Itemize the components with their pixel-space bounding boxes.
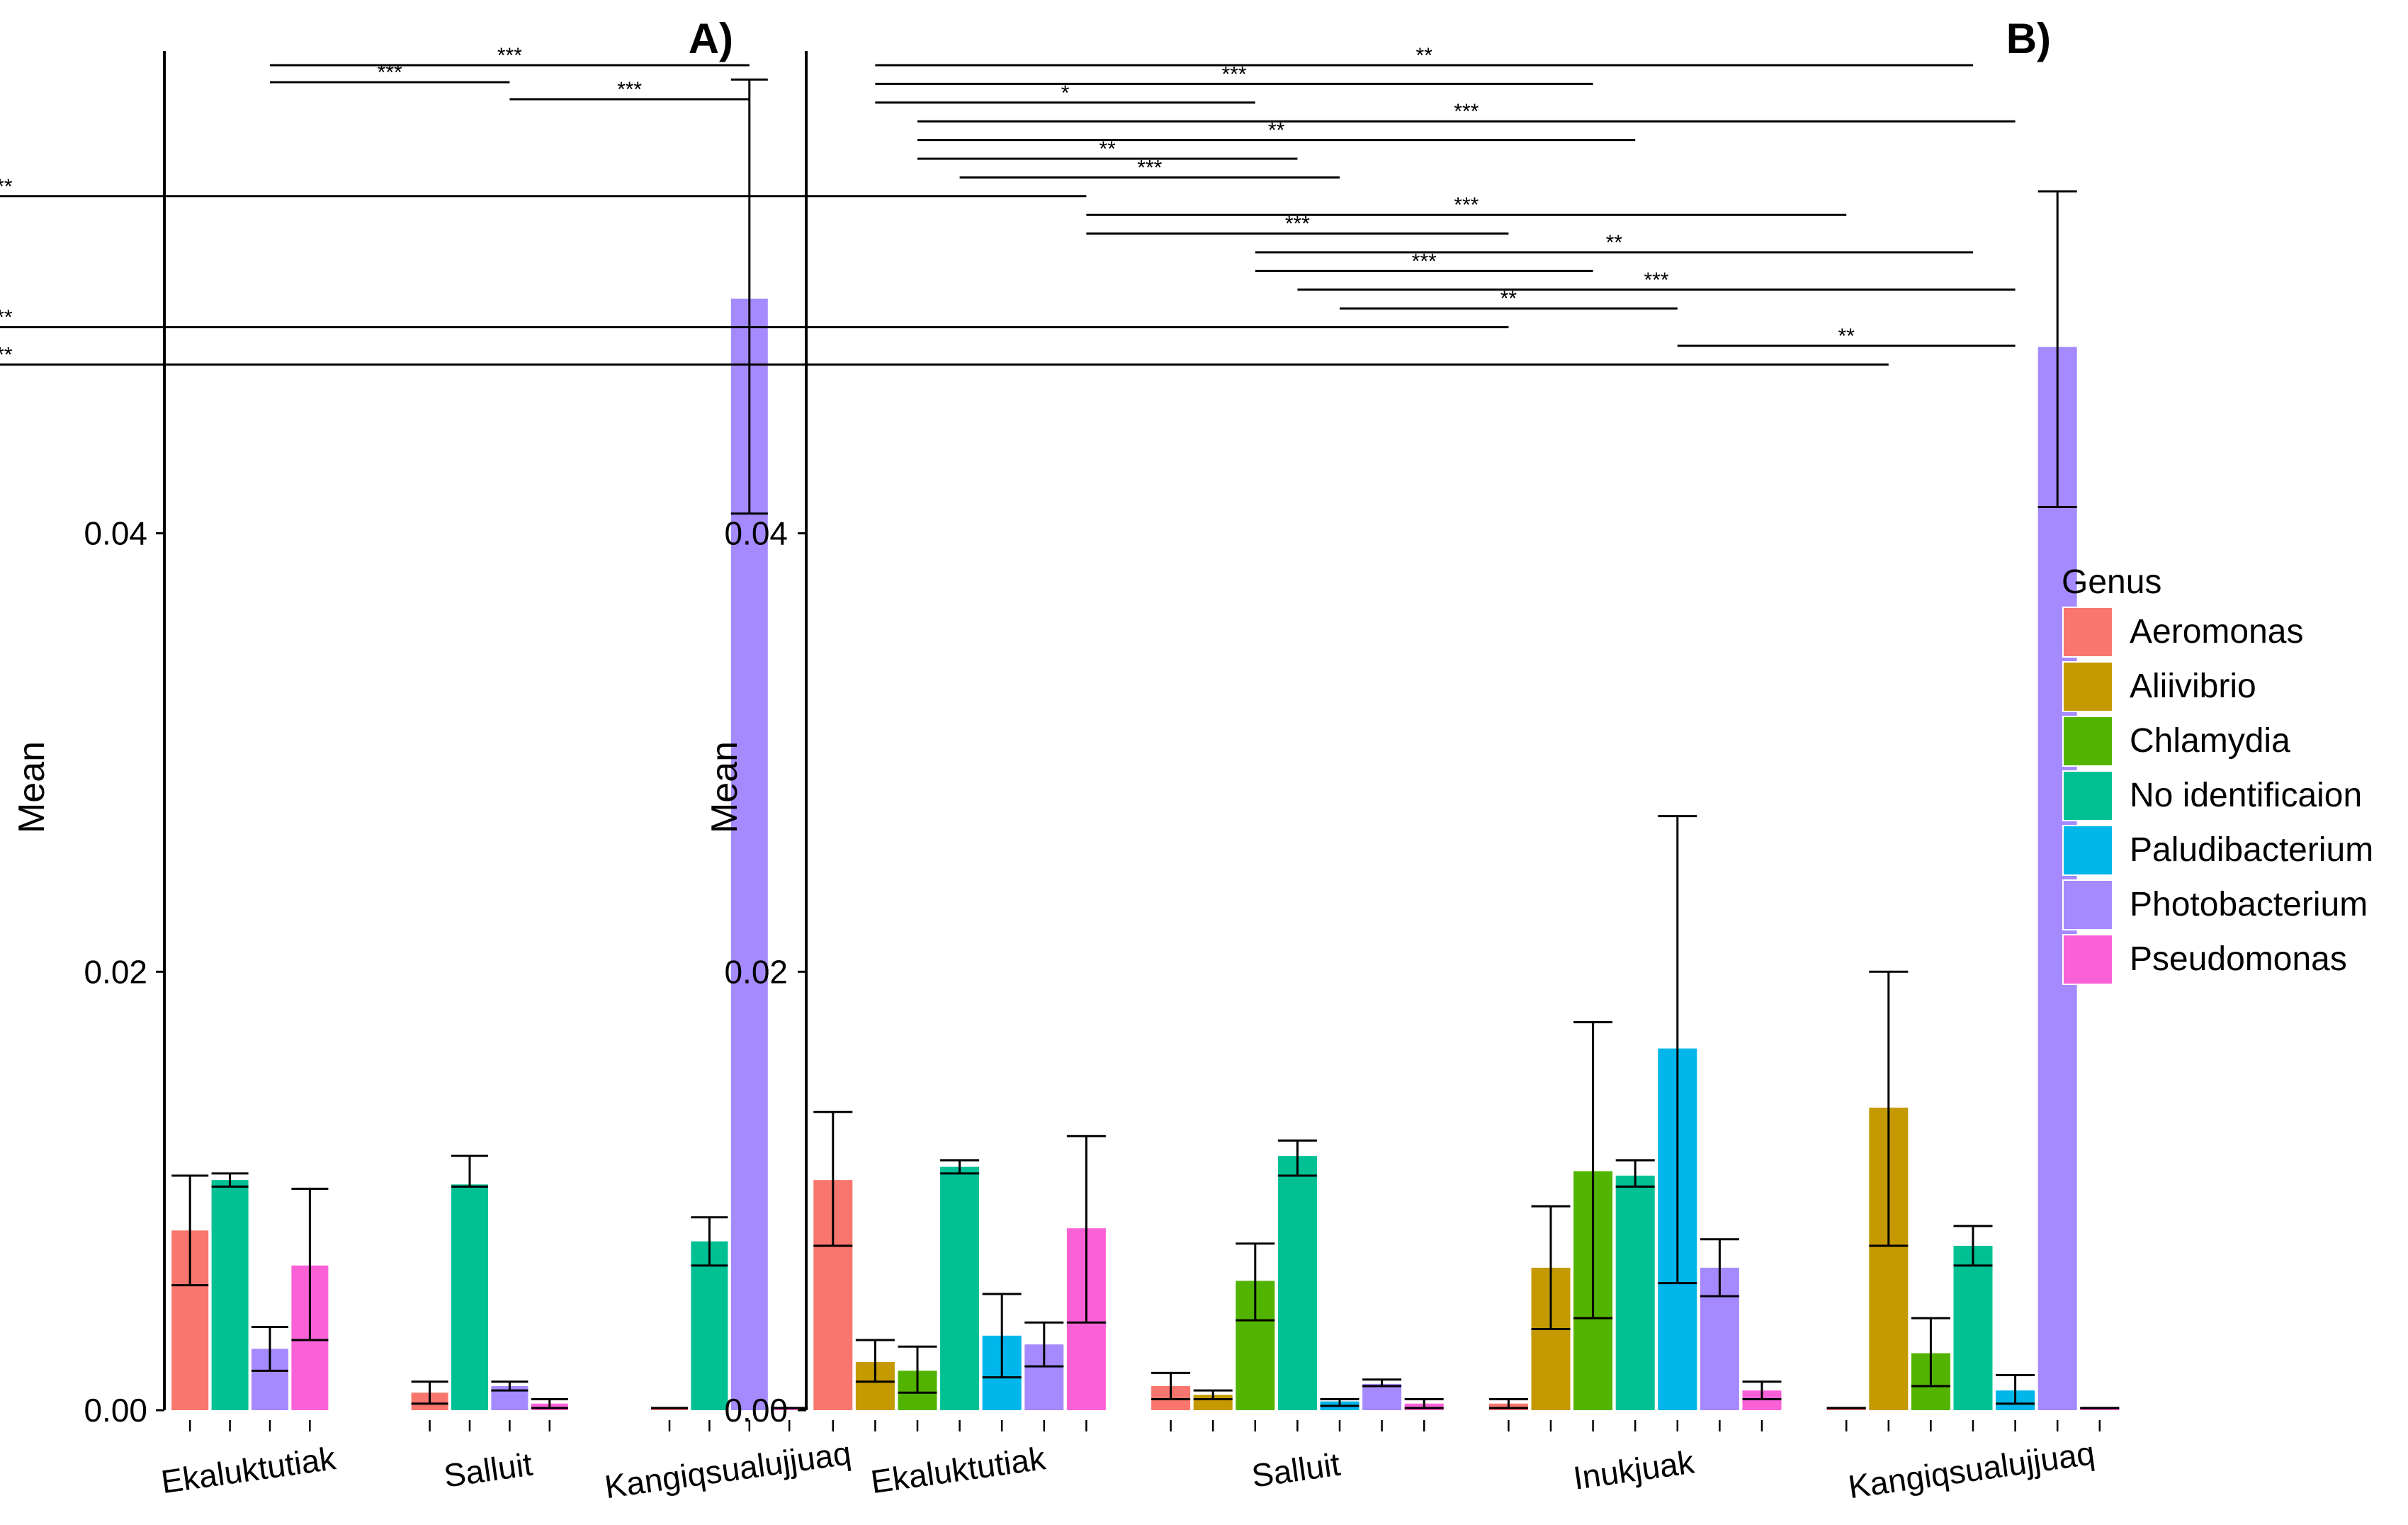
bar-kangiqsualujjuaq-pseudomonas	[2080, 1407, 2120, 1410]
y-tick-label: 0.04	[84, 515, 147, 552]
significance-label: ***	[497, 44, 522, 67]
bar-ekaluktutiak-no-identificaion	[211, 1180, 249, 1410]
bar-kangiqsualujjuaq-aeromonas	[651, 1407, 688, 1410]
significance-label: ***	[1412, 249, 1437, 273]
legend-item-label: Photobacterium	[2130, 886, 2368, 923]
bar-kangiqsualujjuaq-no-identificaion	[1953, 1245, 1993, 1410]
x-category-label: Inukjuak	[1571, 1443, 1697, 1496]
panel-label: B)	[2006, 15, 2051, 62]
y-tick-label: 0.04	[724, 515, 788, 552]
significance-label: **	[1606, 231, 1623, 254]
bar-salluit-no-identificaion	[451, 1184, 488, 1410]
significance-label: ***	[0, 343, 13, 366]
legend-swatch-aeromonas	[2062, 607, 2113, 658]
significance-label: *	[1061, 81, 1070, 105]
legend-item-label: Aeromonas	[2130, 613, 2303, 651]
legend-item-label: Pseudomonas	[2130, 940, 2347, 978]
legend-swatch-aliivibrio	[2062, 661, 2113, 712]
significance-label: **	[1500, 287, 1517, 310]
y-axis-label: Mean	[704, 741, 745, 833]
significance-label: ***	[1644, 269, 1668, 292]
x-category-label: Ekaluktutiak	[159, 1439, 339, 1500]
panel-label: A)	[689, 15, 733, 62]
x-category-label: Ekaluktutiak	[869, 1439, 1048, 1500]
bar-salluit-photobacterium	[1362, 1383, 1402, 1410]
x-category-label: Salluit	[441, 1446, 535, 1495]
y-axis-label: Mean	[11, 741, 52, 833]
x-category-label: Kangiqsualujjuaq	[1846, 1434, 2097, 1505]
significance-label: **	[1838, 325, 1855, 348]
significance-label: **	[1416, 44, 1433, 67]
x-category-label: Kangiqsualujjuaq	[602, 1434, 853, 1505]
y-tick-label: 0.00	[84, 1392, 147, 1429]
panel-a-chart: 0.00 0.02 0.04 Mean A) Ekaluktutiak Salluit Kan…	[11, 15, 853, 1505]
y-tick-label: 0.00	[724, 1392, 788, 1429]
bar-inukjuak-no-identificaion	[1615, 1175, 1655, 1410]
significance-label: ***	[617, 78, 642, 101]
y-tick-label: 0.02	[84, 953, 147, 990]
bar-kangiqsualujjuaq-no-identificaion	[691, 1241, 728, 1410]
genus-legend: Genus Aeromonas Aliivibrio Chlamydia No iden…	[2062, 563, 2373, 985]
bar-kangiqsualujjuaq-aeromonas	[1826, 1407, 1866, 1410]
significance-label: ***	[1221, 62, 1246, 86]
significance-label: ***	[1454, 100, 1479, 123]
significance-label: **	[1268, 119, 1285, 142]
significance-label: ***	[1285, 213, 1310, 236]
bar-salluit-no-identificaion	[1277, 1156, 1317, 1410]
x-category-label: Salluit	[1250, 1446, 1343, 1495]
significance-label: **	[1100, 137, 1117, 161]
legend-item-label: Paludibacterium	[2130, 831, 2373, 869]
bar-kangiqsualujjuaq-photobacterium	[2037, 347, 2077, 1410]
bar-ekaluktutiak-no-identificaion	[940, 1166, 980, 1410]
legend-item-label: Chlamydia	[2130, 722, 2290, 760]
significance-label: ***	[0, 175, 13, 198]
y-tick-label: 0.02	[724, 953, 788, 990]
legend-swatch-paludibacterium	[2062, 825, 2113, 876]
legend-item-label: Aliivibrio	[2130, 668, 2256, 705]
bar-kangiqsualujjuaq-pseudomonas	[771, 1407, 808, 1410]
legend-swatch-photobacterium	[2062, 879, 2113, 930]
significance-label: ***	[0, 306, 13, 330]
significance-label: ***	[1454, 193, 1479, 217]
legend-swatch-chlamydia	[2062, 716, 2113, 767]
legend-title: Genus	[2062, 563, 2161, 601]
legend-swatch-no-identificaion	[2062, 770, 2113, 821]
significance-label: ***	[378, 61, 402, 84]
significance-label: ***	[1137, 156, 1162, 179]
legend-swatch-pseudomonas	[2062, 934, 2113, 985]
legend-item-label: No identificaion	[2130, 777, 2362, 814]
